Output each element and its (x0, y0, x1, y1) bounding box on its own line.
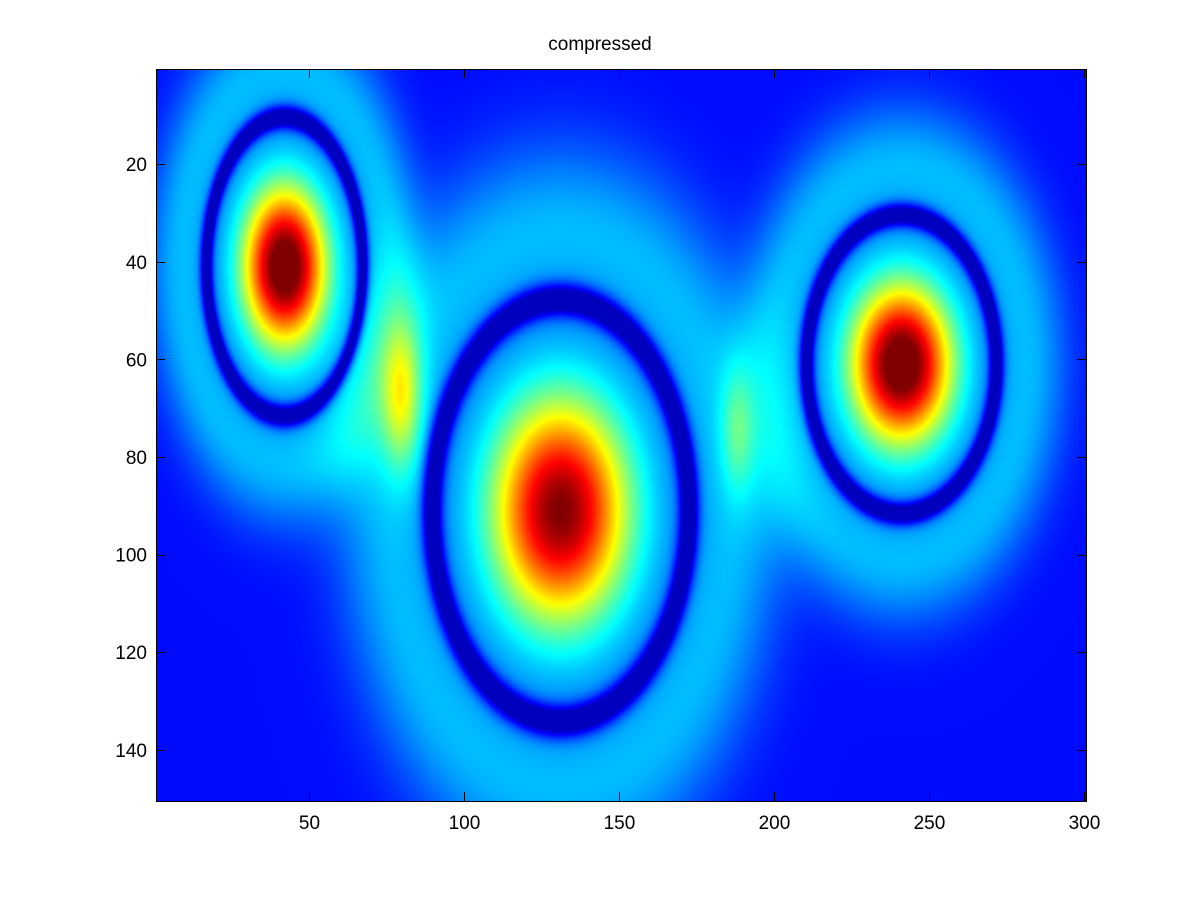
y-tick-label: 100 (115, 546, 147, 567)
tick-group: 50 100 150 200 250 300 20 40 60 80 100 120 140 (115, 69, 1100, 834)
y-tick-label: 20 (126, 155, 147, 176)
x-tick-label: 300 (1069, 813, 1101, 834)
y-tick-label: 120 (115, 643, 147, 664)
x-tick-label: 50 (299, 813, 320, 834)
chart-title: compressed (548, 34, 652, 55)
x-tick-label: 250 (914, 813, 946, 834)
y-tick-label: 80 (126, 448, 147, 469)
x-tick-label: 150 (604, 813, 636, 834)
heatmap-image (156, 69, 1086, 801)
y-tick-label: 60 (126, 350, 147, 371)
x-tick-label: 200 (759, 813, 791, 834)
x-tick-label: 100 (449, 813, 481, 834)
y-tick-label: 40 (126, 253, 147, 274)
axes-frame (156, 69, 1087, 802)
y-tick-label: 140 (115, 741, 147, 762)
